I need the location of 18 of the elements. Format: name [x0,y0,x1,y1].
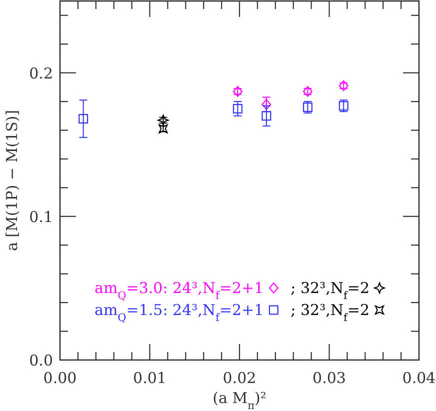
point [262,111,272,121]
x-tick-label: 0.04 [402,369,436,387]
x-tick-label: 0.03 [312,369,346,387]
legend-label: am$_{Q}$=3.0: 24³,N$_{f}$=2+1 [94,279,264,302]
legend-label: am$_{Q}$=1.5: 24³,N$_{f}$=2+1 [94,301,264,324]
x-tick-label: 0.01 [133,369,166,387]
legend-label: ; 32³,N$_{f}$=2 [290,279,370,302]
x-axis-title: (a M$_{π}$)² [212,389,266,411]
x-tick-label: 0.02 [222,369,256,387]
y-axis-title: a [M(1P) − M(1S)] [3,110,21,252]
point [232,104,242,114]
x-tick-label: 0.00 [43,369,77,387]
point [78,114,88,124]
point [262,99,272,110]
y-tick-label: 0.0 [29,352,53,370]
y-tick-label: 0.2 [29,64,53,82]
legend-label: ; 32³,N$_{f}$=2 [290,301,370,324]
y-tick-label: 0.1 [29,208,53,226]
